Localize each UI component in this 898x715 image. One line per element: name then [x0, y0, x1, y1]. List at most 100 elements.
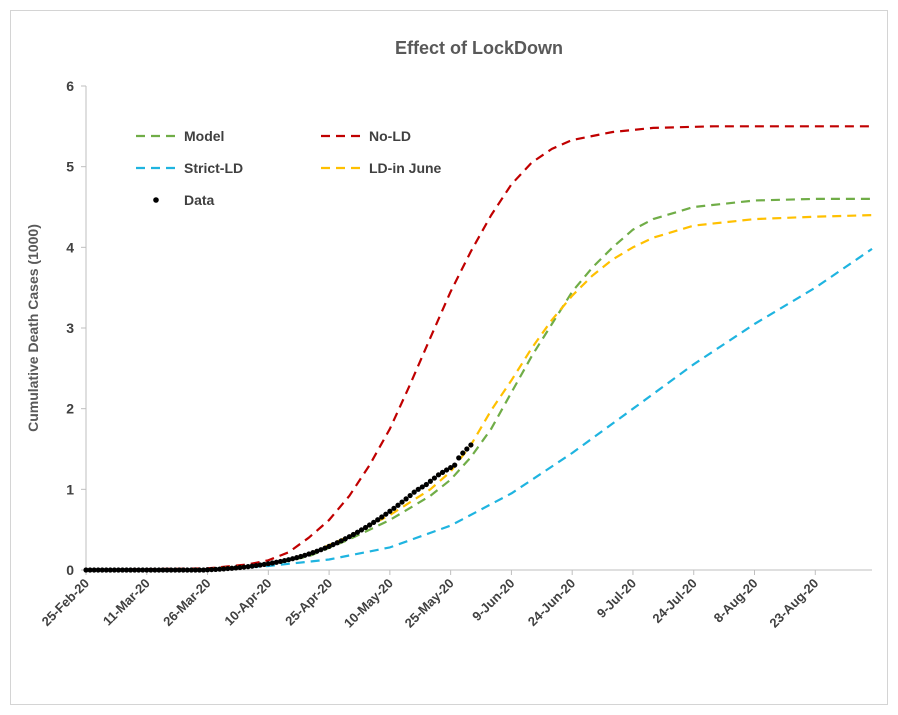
data-point [196, 567, 203, 573]
data-point [452, 462, 458, 468]
data-point [144, 567, 150, 573]
y-tick-label: 0 [66, 562, 74, 578]
data-point [411, 489, 417, 495]
x-tick-label: 25-Apr-20 [282, 576, 335, 629]
data-point [298, 553, 304, 560]
data-point [217, 566, 223, 572]
data-point [334, 540, 340, 546]
x-tick-label: 24-Jul-20 [649, 576, 699, 626]
legend-label: No-LD [369, 128, 411, 144]
data-point [435, 472, 442, 478]
data-point [269, 560, 275, 566]
data-point [281, 557, 288, 564]
data-point [156, 567, 162, 573]
data-point [285, 557, 292, 563]
data-point [342, 536, 348, 542]
legend-marker [153, 197, 159, 203]
legend-label: Strict-LD [184, 160, 243, 176]
data-point [123, 567, 130, 573]
data-point [115, 567, 122, 573]
data-point [188, 567, 194, 573]
data-point [213, 566, 219, 572]
y-tick-label: 4 [66, 239, 74, 255]
data-point [415, 486, 421, 492]
data-point [95, 567, 101, 573]
data-point [164, 567, 170, 573]
data-point [294, 555, 300, 561]
data-point [253, 562, 259, 569]
data-point [318, 547, 324, 553]
data-point [326, 543, 332, 549]
data-point [371, 519, 377, 526]
data-point [176, 567, 182, 573]
data-point [83, 567, 89, 573]
data-point [330, 541, 336, 548]
data-point [443, 467, 450, 473]
x-tick-label: 11-Mar-20 [100, 576, 153, 629]
data-point [140, 567, 146, 573]
data-point [362, 524, 369, 531]
data-point [395, 502, 401, 508]
data-point [241, 564, 247, 570]
data-point [379, 514, 385, 520]
x-tick-label: 10-Apr-20 [221, 576, 274, 629]
x-tick-label: 24-Jun-20 [525, 576, 579, 630]
data-point [87, 567, 93, 573]
y-tick-label: 5 [66, 159, 74, 175]
data-point [103, 567, 109, 573]
legend-label: LD-in June [369, 160, 442, 176]
data-point [249, 563, 255, 569]
series-line-strict-ld [85, 247, 873, 572]
data-point [346, 534, 352, 540]
y-tick-label: 1 [66, 481, 74, 497]
data-point [91, 567, 97, 573]
series-line-no-ld [85, 125, 872, 572]
x-tick-label: 26-Mar-20 [160, 576, 214, 630]
legend-item-model: Model [136, 128, 224, 144]
data-point [132, 567, 138, 573]
data-point [439, 469, 446, 475]
legend-item-ld-in-june: LD-in June [321, 160, 442, 176]
data-point [168, 567, 174, 573]
data-point [290, 556, 296, 562]
data-point [464, 446, 470, 452]
y-tick-label: 3 [66, 320, 74, 336]
data-point [261, 561, 267, 567]
x-tick-label: 9-Jul-20 [594, 576, 639, 621]
data-point [387, 508, 393, 514]
data-point [127, 567, 134, 573]
data-point [265, 561, 271, 567]
data-point [148, 567, 154, 573]
data-point [273, 559, 280, 565]
data-point [322, 545, 328, 551]
data-point [391, 505, 397, 511]
data-point [460, 450, 466, 456]
data-point [233, 565, 239, 571]
x-tick-label: 25-May-20 [402, 576, 457, 631]
data-point [383, 511, 389, 517]
data-point [107, 567, 113, 573]
series-layer [83, 125, 873, 573]
chart-frame: Effect of LockDown Cumulative Death Case… [10, 10, 888, 705]
data-point [237, 564, 243, 571]
data-point [448, 464, 454, 471]
data-point [221, 566, 227, 572]
x-tick-label: 10-May-20 [341, 576, 396, 631]
data-point [119, 567, 126, 573]
data-point [306, 551, 312, 557]
legend-item-no-ld: No-LD [321, 128, 411, 144]
y-tick-label: 2 [66, 401, 74, 417]
series-data [83, 442, 474, 573]
data-point [427, 478, 433, 484]
data-point [277, 558, 284, 565]
data-point [99, 567, 105, 573]
data-point [200, 567, 207, 573]
data-point [245, 564, 251, 570]
x-tick-label: 23-Aug-20 [766, 576, 821, 631]
data-point [358, 527, 365, 533]
data-point [208, 566, 215, 573]
data-point [111, 567, 117, 573]
data-point [302, 552, 308, 558]
data-point [375, 517, 381, 523]
data-point [456, 455, 462, 461]
